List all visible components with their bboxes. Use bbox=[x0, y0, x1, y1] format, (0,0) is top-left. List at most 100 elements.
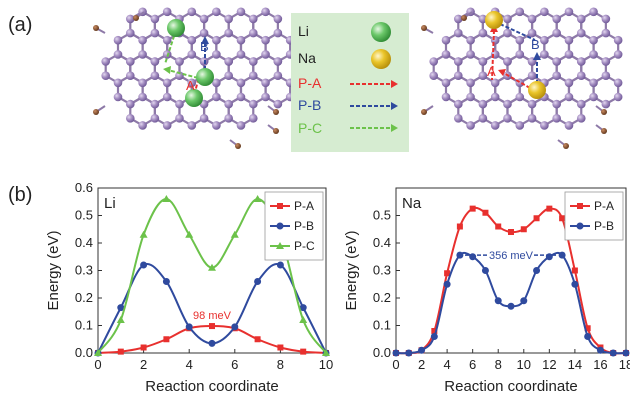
path-label-a: A bbox=[186, 78, 195, 93]
lattice-atom bbox=[478, 99, 488, 109]
lattice-atom bbox=[453, 57, 463, 66]
li-adatom bbox=[185, 89, 203, 107]
lattice-atom bbox=[236, 7, 246, 17]
lattice-atom bbox=[138, 78, 147, 88]
data-point bbox=[140, 344, 147, 351]
lattice-atom bbox=[601, 57, 611, 66]
legend-entry-label: P-C bbox=[294, 239, 315, 253]
lattice-atom bbox=[613, 92, 623, 102]
edge-h-atom bbox=[93, 109, 99, 115]
lattice-atom bbox=[564, 92, 574, 102]
x-tick-label: 4 bbox=[443, 357, 450, 372]
x-tick-label: 2 bbox=[418, 357, 425, 372]
lattice-atom bbox=[273, 14, 283, 24]
data-point bbox=[469, 253, 477, 261]
lattice-atom bbox=[552, 114, 561, 123]
x-tick-label: 8 bbox=[495, 357, 502, 372]
lattice-atom bbox=[212, 92, 221, 102]
edge-h-atom bbox=[563, 143, 569, 149]
data-point bbox=[254, 278, 262, 285]
lattice-atom bbox=[236, 50, 246, 59]
lattice-atom bbox=[138, 50, 147, 59]
data-point bbox=[443, 280, 451, 288]
lattice-atom bbox=[224, 114, 233, 123]
legend-entry-label: P-A bbox=[594, 199, 614, 213]
legend-li-sphere bbox=[371, 22, 391, 42]
lattice-atom bbox=[187, 121, 197, 130]
lattice-atom bbox=[453, 71, 463, 80]
legend-li-label: Li bbox=[298, 23, 309, 39]
lattice-atom bbox=[162, 78, 172, 88]
legend-entry-label: P-A bbox=[294, 199, 314, 213]
data-point bbox=[495, 223, 502, 230]
left-diffusion-paths: A B bbox=[163, 19, 214, 107]
x-tick-label: 6 bbox=[231, 357, 238, 372]
lattice-atom bbox=[576, 99, 586, 109]
x-tick-label: 0 bbox=[392, 357, 399, 372]
data-point bbox=[117, 304, 125, 312]
lattice-atom bbox=[613, 35, 623, 45]
lattice-atom bbox=[261, 50, 270, 59]
lattice-atom bbox=[273, 57, 283, 66]
right-diffusion-paths: A B bbox=[485, 11, 546, 99]
lattice-atom bbox=[552, 57, 561, 66]
na-energy-chart: 0 2 4 6 8 10 12 14 16 18 0.0 0.1 0.2 0.3 0.4 0.5 Reactio… bbox=[343, 187, 630, 395]
data-point bbox=[392, 349, 400, 357]
path-label-b: B bbox=[531, 37, 540, 52]
lattice-atom bbox=[199, 14, 209, 24]
lattice-atom bbox=[248, 57, 258, 66]
lattice-atom bbox=[589, 50, 598, 59]
lattice-atom bbox=[478, 114, 488, 123]
lattice-atom bbox=[273, 71, 283, 80]
lattice-atom bbox=[113, 35, 123, 45]
x-axis-label: Reaction coordinate bbox=[444, 378, 577, 395]
lattice-atom bbox=[441, 78, 451, 88]
lattice-atom bbox=[527, 28, 537, 38]
lattice-atom bbox=[515, 121, 525, 130]
data-point bbox=[162, 278, 170, 285]
lattice-atom bbox=[564, 78, 574, 88]
x-tick-label: 4 bbox=[186, 357, 193, 372]
data-point bbox=[230, 230, 239, 238]
data-point bbox=[571, 280, 579, 288]
edge-h-atom bbox=[235, 143, 241, 149]
data-point bbox=[254, 336, 261, 343]
lattice-atom bbox=[515, 50, 525, 59]
lattice-atom bbox=[453, 28, 463, 38]
lattice-atom bbox=[589, 35, 598, 45]
lattice-atom bbox=[552, 99, 561, 109]
y-tick-label: 0.6 bbox=[75, 180, 93, 195]
li-energy-chart: 0 2 4 6 8 10 0.0 0.1 0.2 0.3 0.4 0.5 0.6 Reaction coo… bbox=[45, 180, 333, 395]
lattice-atom bbox=[515, 35, 525, 45]
lattice-atom bbox=[527, 114, 537, 123]
data-point bbox=[418, 346, 426, 354]
data-point bbox=[277, 344, 284, 351]
lattice-atom bbox=[527, 14, 537, 24]
lattice-atom bbox=[589, 7, 598, 17]
lattice-atom bbox=[540, 50, 549, 59]
y-axis-label: Energy (eV) bbox=[45, 230, 62, 310]
lattice-atom bbox=[552, 28, 561, 38]
lattice-atom bbox=[224, 57, 233, 66]
data-point bbox=[299, 316, 308, 323]
x-tick-label: 14 bbox=[568, 357, 582, 372]
species-path-legend: Li Na P-A P-B P-C bbox=[291, 13, 409, 152]
lattice-atom bbox=[273, 28, 283, 38]
series-line-p-a bbox=[97, 325, 327, 354]
data-point bbox=[482, 209, 489, 216]
edge-h-atom bbox=[273, 128, 279, 134]
lattice-atom bbox=[248, 71, 258, 80]
lattice-atom bbox=[261, 35, 270, 45]
lattice-atom bbox=[601, 71, 611, 80]
y-tick-label: 0.2 bbox=[75, 290, 93, 305]
lattice-atom bbox=[478, 28, 488, 38]
data-point bbox=[558, 251, 566, 259]
lattice-atom bbox=[453, 14, 463, 24]
barrier-annotation: 356 meV bbox=[489, 250, 534, 262]
lattice-atom bbox=[527, 99, 537, 109]
y-tick-label: 0.3 bbox=[373, 263, 391, 278]
data-point bbox=[520, 297, 528, 305]
lattice-atom bbox=[564, 35, 574, 45]
lattice-atom bbox=[125, 114, 135, 123]
data-point bbox=[456, 251, 464, 259]
